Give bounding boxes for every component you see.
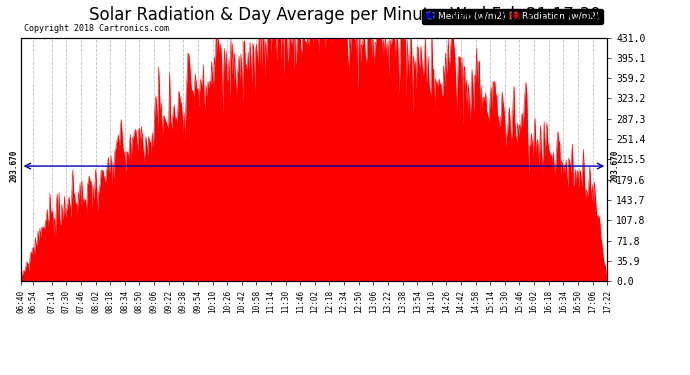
Text: 203.670: 203.670 [10,150,19,182]
Text: 203.670: 203.670 [610,150,619,182]
Text: Solar Radiation & Day Average per Minute  Wed Feb 21 17:30: Solar Radiation & Day Average per Minute… [89,6,601,24]
Legend: Median (w/m2), Radiation (w/m2): Median (w/m2), Radiation (w/m2) [422,9,602,24]
Text: Copyright 2018 Cartronics.com: Copyright 2018 Cartronics.com [23,24,168,33]
